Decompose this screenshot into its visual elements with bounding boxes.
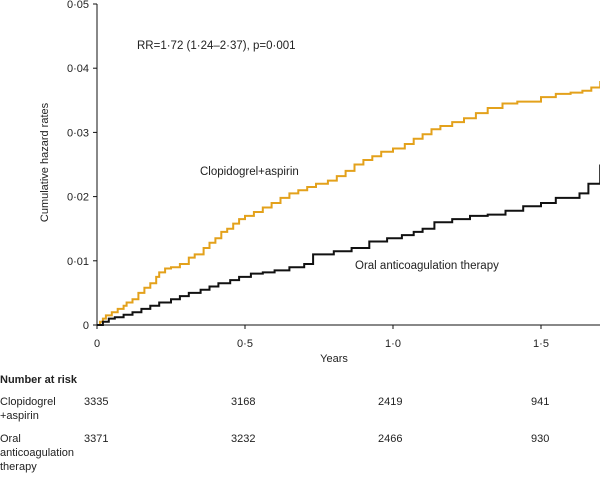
risk-row-label-clopidogrel: Clopidogrel +aspirin <box>0 395 56 423</box>
x-tick-label: 0 <box>94 338 100 350</box>
y-tick-label: 0·04 <box>67 63 89 75</box>
axes <box>96 4 600 326</box>
risk-value: 3335 <box>84 396 109 408</box>
risk-row-label-oac: Oral anticoagulation therapy <box>0 432 74 474</box>
series-label-oac: Oral anticoagulation therapy <box>355 260 499 272</box>
series-label-clopidogrel: Clopidogrel+aspirin <box>200 166 299 178</box>
y-tick-label: 0·05 <box>67 0 89 11</box>
risk-value: 3232 <box>231 433 256 445</box>
risk-table-title: Number at risk <box>0 374 78 386</box>
series-line-oac <box>97 164 600 326</box>
y-tick-label: 0·01 <box>67 256 89 268</box>
risk-row-label-line: Clopidogrel <box>0 396 56 408</box>
x-tick-label: 0·5 <box>237 338 253 350</box>
risk-value: 941 <box>531 396 550 408</box>
risk-row-label-line: +aspirin <box>0 410 39 422</box>
risk-value: 2466 <box>378 433 403 445</box>
y-tick-label: 0 <box>83 320 89 332</box>
risk-row-label-line: therapy <box>0 461 37 473</box>
y-tick-label: 0·03 <box>67 127 89 139</box>
x-tick-label: 1·5 <box>533 338 549 350</box>
risk-value: 2419 <box>378 396 403 408</box>
x-ticks: 0 0·5 1·0 1·5 <box>94 325 549 350</box>
series-group <box>97 81 600 326</box>
y-ticks: 0 0·01 0·02 0·03 0·04 0·05 <box>67 0 97 332</box>
risk-row-label-line: anticoagulation <box>0 447 75 459</box>
risk-row-label-line: Oral <box>0 433 21 445</box>
x-tick-label: 1·0 <box>385 338 401 350</box>
x-axis-label: Years <box>320 353 348 365</box>
y-tick-label: 0·02 <box>67 192 89 204</box>
rr-annotation: RR=1·72 (1·24–2·37), p=0·001 <box>137 40 296 52</box>
risk-value: 930 <box>531 433 550 445</box>
risk-value: 3168 <box>231 396 256 408</box>
risk-value: 3371 <box>84 433 109 445</box>
hazard-chart: 0 0·01 0·02 0·03 0·04 0·05 0 0·5 1·0 1·5 Cumulat… <box>39 0 600 365</box>
series-line-clopidogrel <box>97 81 600 326</box>
y-axis-label: Cumulative hazard rates <box>39 102 51 222</box>
